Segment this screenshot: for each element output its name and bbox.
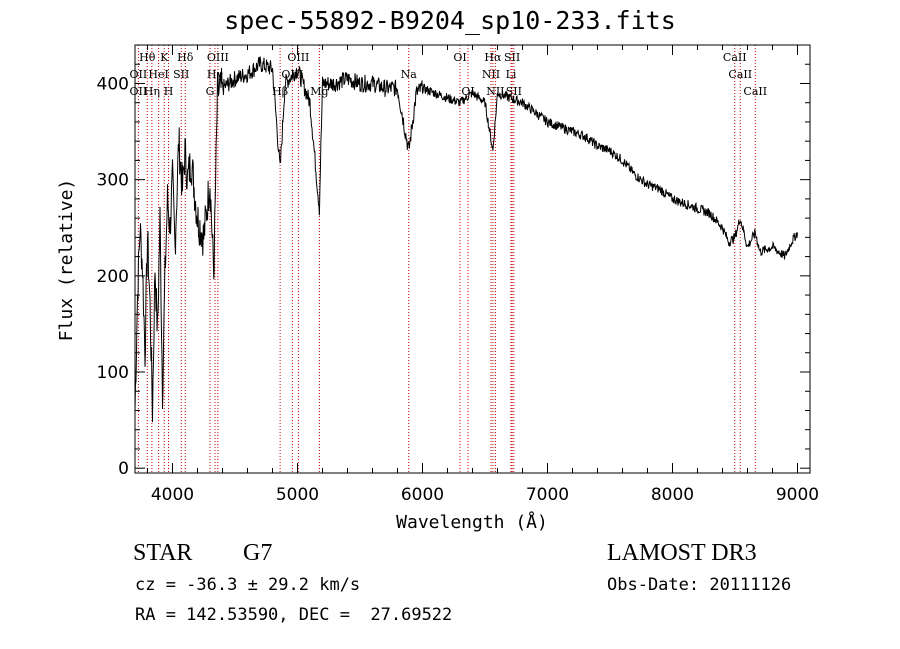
- axis-ticks: [135, 44, 810, 473]
- spectrum-line: [134, 56, 798, 423]
- spectral-line-label: Mg: [310, 85, 328, 98]
- spectral-line-label: Hα: [484, 51, 502, 64]
- redshift-info: cz = -36.3 ± 29.2 km/s: [135, 575, 361, 595]
- spectral-line-label: OII: [130, 85, 148, 98]
- spectral-line-label: Hγ: [207, 68, 224, 81]
- y-tick-label: 100: [97, 363, 129, 383]
- object-class: STAR: [133, 540, 193, 566]
- spectral-line-label: CaII: [728, 68, 752, 81]
- spectral-line-label: NII: [486, 85, 504, 98]
- spectral-line-label: OI: [453, 51, 466, 64]
- x-tick-label: 5000: [276, 485, 319, 505]
- spectral-line-label: SII: [173, 68, 189, 81]
- spectral-line-label: OII: [130, 68, 148, 81]
- spectral-line-label: G: [206, 85, 215, 98]
- spectral-line-label: OIII: [281, 68, 303, 81]
- spectral-line-label: Hθ: [139, 51, 156, 64]
- x-tick-label: 8000: [651, 485, 694, 505]
- spectral-line-label: NII: [482, 68, 500, 81]
- spectral-line-label: SII: [506, 85, 522, 98]
- spectral-line-label: CaII: [743, 85, 767, 98]
- chart-title: spec-55892-B9204_sp10-233.fits: [224, 6, 676, 35]
- spectral-line-label: OIII: [207, 51, 229, 64]
- spectral-line-label: SII: [504, 51, 520, 64]
- spectral-line-label: K: [160, 51, 169, 64]
- x-tick-label: 6000: [401, 485, 444, 505]
- line-markers: [137, 45, 756, 473]
- spectral-line-label: Hβ: [272, 85, 288, 98]
- spectral-line-label: CaII: [723, 51, 747, 64]
- y-tick-label: 300: [97, 171, 129, 191]
- x-tick-label: 4000: [151, 485, 194, 505]
- spectral-line-label: Hη: [144, 85, 160, 98]
- y-tick-label: 400: [97, 74, 129, 94]
- spectral-line-label: Li: [506, 68, 517, 81]
- x-tick-label: 7000: [526, 485, 569, 505]
- spectral-line-label: Hδ: [177, 51, 194, 64]
- spectral-line-label: Na: [401, 68, 418, 81]
- y-tick-label: 0: [118, 459, 129, 479]
- plot-frame: [134, 44, 811, 474]
- axis-tick-labels: 4000 5000 6000 7000 8000 9000 0 100 200 300 400: [97, 74, 820, 505]
- spectral-line-label: H: [164, 85, 174, 98]
- spectral-line-label: HeI: [148, 68, 168, 81]
- coordinates: RA = 142.53590, DEC = 27.69522: [135, 605, 453, 625]
- y-tick-label: 200: [97, 267, 129, 287]
- x-axis-label: Wavelength (Å): [396, 511, 548, 533]
- spectral-line-label: OIII: [287, 51, 309, 64]
- spectral-line-label: OI: [461, 85, 474, 98]
- observation-date: Obs-Date: 20111126: [607, 575, 792, 595]
- x-tick-label: 9000: [776, 485, 819, 505]
- y-axis-label: Flux (relative): [56, 179, 77, 342]
- object-subclass: G7: [243, 540, 273, 566]
- survey-name: LAMOST DR3: [607, 540, 757, 566]
